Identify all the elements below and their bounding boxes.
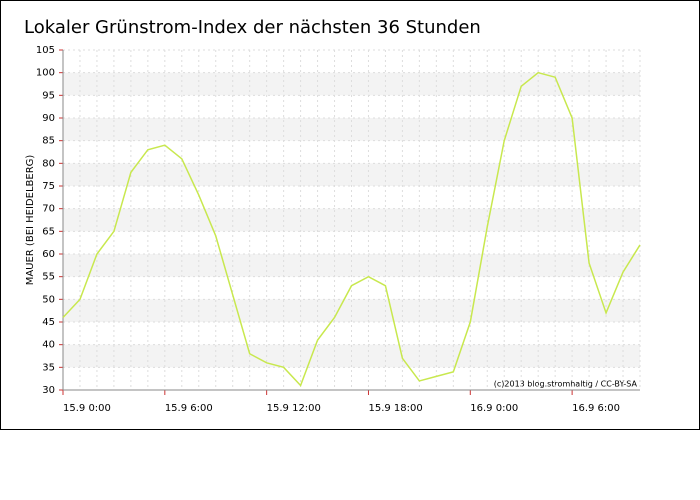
data-line bbox=[62, 71, 641, 387]
annotation: (c)2013 blog.stromhaltig / CC-BY-SA bbox=[494, 380, 638, 389]
y-tick-label: 95 bbox=[42, 90, 55, 101]
x-tick-label: 15.9 12:00 bbox=[267, 403, 321, 414]
y-tick-label: 65 bbox=[42, 226, 55, 237]
y-tick-label: 40 bbox=[42, 340, 55, 351]
y-tick-label: 70 bbox=[42, 204, 55, 215]
x-tick-label: 15.9 0:00 bbox=[63, 403, 111, 414]
chart-title: Lokaler Grünstrom-Index der nächsten 36 … bbox=[24, 17, 481, 38]
x-tick-label: 16.9 6:00 bbox=[572, 403, 620, 414]
y-tick-label: 80 bbox=[42, 158, 55, 169]
x-tick-label: 15.9 6:00 bbox=[165, 403, 213, 414]
y-tick-label: 45 bbox=[42, 317, 55, 328]
grid-band bbox=[63, 118, 640, 141]
y-axis-label: MAUER (BEI HEIDELBERG) bbox=[25, 155, 36, 286]
y-tick-label: 50 bbox=[42, 294, 55, 305]
y-tick-label: 55 bbox=[42, 272, 55, 283]
grid-band bbox=[63, 72, 640, 96]
y-tick-label: 30 bbox=[42, 385, 55, 396]
x-tick-label: 15.9 18:00 bbox=[368, 403, 422, 414]
y-tick-label: 100 bbox=[36, 68, 55, 79]
y-tick-label: 85 bbox=[42, 136, 55, 147]
y-tick-label: 35 bbox=[42, 362, 55, 373]
x-tick-label: 16.9 0:00 bbox=[470, 403, 518, 414]
y-tick-label: 105 bbox=[36, 45, 55, 56]
y-tick-label: 60 bbox=[42, 249, 55, 260]
y-tick-label: 75 bbox=[42, 181, 55, 192]
y-tick-label: 90 bbox=[42, 113, 55, 124]
